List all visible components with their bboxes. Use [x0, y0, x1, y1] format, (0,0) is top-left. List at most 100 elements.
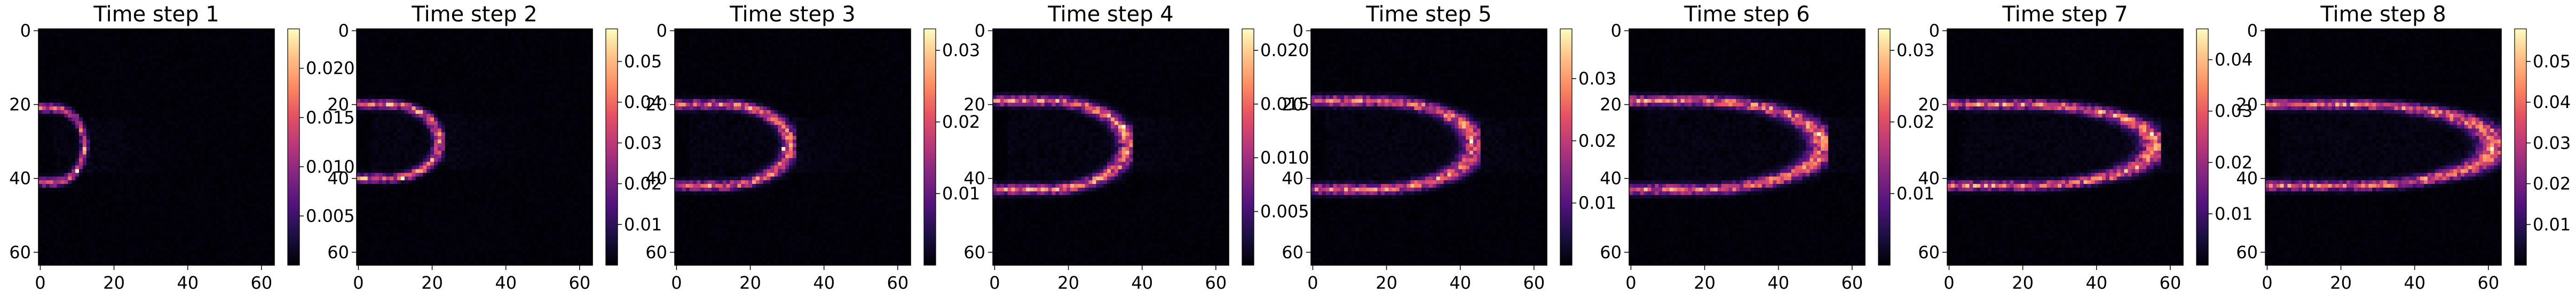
heatmap-cell: [186, 103, 190, 107]
heatmap-cell: [42, 58, 46, 63]
heatmap-cell: [164, 40, 168, 44]
heatmap-cell: [108, 88, 113, 92]
heatmap-cell: [241, 55, 246, 59]
heatmap-cell: [197, 29, 201, 33]
heatmap-cell: [38, 99, 43, 103]
heatmap-cell: [50, 62, 54, 66]
heatmap-cell: [105, 128, 109, 133]
heatmap-cell: [108, 128, 113, 133]
heatmap-cell: [75, 128, 80, 133]
heatmap-cell: [127, 58, 131, 63]
heatmap-cell: [223, 51, 227, 55]
heatmap-cell: [182, 73, 186, 78]
heatmap-cell: [259, 40, 264, 44]
heatmap-cell: [105, 77, 109, 81]
heatmap-cell: [83, 81, 87, 85]
heatmap-cell: [75, 70, 80, 74]
heatmap-cell: [116, 88, 120, 92]
heatmap-cell: [252, 106, 257, 111]
heatmap-cell: [267, 110, 271, 114]
heatmap-cell: [145, 66, 149, 70]
heatmap-cell: [263, 58, 267, 63]
heatmap-cell: [138, 48, 142, 52]
heatmap-cell: [241, 51, 246, 55]
heatmap-cell: [53, 95, 58, 99]
heatmap-cell: [86, 33, 91, 37]
heatmap-cell: [171, 95, 176, 99]
heatmap-cell: [168, 55, 172, 59]
heatmap-cell: [149, 40, 153, 44]
heatmap-cell: [197, 106, 201, 111]
heatmap-cell: [160, 33, 164, 37]
heatmap-cell: [267, 33, 271, 37]
heatmap-cell: [127, 121, 131, 126]
heatmap-cell: [208, 70, 212, 74]
heatmap-cell: [208, 62, 212, 66]
heatmap-cell: [116, 84, 120, 89]
heatmap-cell: [182, 88, 186, 92]
heatmap-cell: [201, 36, 205, 41]
heatmap-cell: [219, 125, 223, 129]
heatmap-cell: [105, 70, 109, 74]
heatmap-cell: [178, 114, 183, 118]
heatmap-cell: [131, 91, 135, 96]
heatmap-cell: [83, 58, 87, 63]
heatmap-cell: [252, 121, 257, 126]
heatmap-cell: [75, 36, 80, 41]
heatmap-cell: [123, 103, 128, 107]
heatmap-cell: [135, 55, 139, 59]
heatmap-cell: [249, 29, 253, 33]
heatmap-cell: [256, 33, 260, 37]
heatmap-cell: [252, 33, 257, 37]
heatmap-cell: [230, 125, 234, 129]
heatmap-cell: [160, 110, 164, 114]
heatmap-cell: [189, 106, 194, 111]
heatmap-cell: [230, 81, 234, 85]
heatmap-cell: [234, 88, 238, 92]
heatmap-cell: [201, 40, 205, 44]
heatmap-cell: [75, 91, 80, 96]
heatmap-cell: [98, 95, 102, 99]
heatmap-cell: [101, 114, 105, 118]
heatmap-cell: [201, 29, 205, 33]
heatmap-cell: [216, 62, 220, 66]
heatmap-cell: [175, 29, 179, 33]
heatmap-cell: [105, 44, 109, 48]
heatmap-cell: [60, 103, 65, 107]
heatmap-cell: [38, 84, 43, 89]
heatmap-panel: Time step 10 20 40 6002040600.0050.0100.015…: [9, 2, 354, 293]
heatmap-cell: [50, 118, 54, 122]
heatmap-cell: [178, 40, 183, 44]
heatmap-cell: [259, 73, 264, 78]
heatmap-cell: [193, 70, 197, 74]
heatmap-cell: [160, 66, 164, 70]
heatmap-cell: [60, 99, 65, 103]
heatmap-cell: [230, 95, 234, 99]
heatmap-cell: [72, 73, 76, 78]
heatmap-cell: [145, 114, 149, 118]
heatmap-cell: [131, 103, 135, 107]
heatmap-cell: [208, 66, 212, 70]
heatmap-cell: [86, 114, 91, 118]
heatmap-cell: [238, 66, 242, 70]
heatmap-cell: [230, 29, 234, 33]
heatmap-cell: [105, 91, 109, 96]
heatmap-cell: [212, 33, 216, 37]
heatmap-cell: [123, 110, 128, 114]
heatmap-cell: [223, 103, 227, 107]
heatmap-cell: [216, 121, 220, 126]
heatmap-cell: [141, 29, 146, 33]
heatmap-cell: [212, 121, 216, 126]
heatmap-cell: [204, 121, 209, 126]
heatmap-cell: [171, 36, 176, 41]
heatmap-cell: [57, 118, 61, 122]
heatmap-cell: [219, 121, 223, 126]
heatmap-cell: [267, 84, 271, 89]
heatmap-cell: [175, 70, 179, 74]
heatmap-cell: [204, 103, 209, 107]
heatmap-cell: [120, 36, 124, 41]
heatmap-cell: [249, 51, 253, 55]
heatmap-cell: [186, 66, 190, 70]
heatmap-cell: [112, 77, 116, 81]
heatmap-cell: [160, 58, 164, 63]
